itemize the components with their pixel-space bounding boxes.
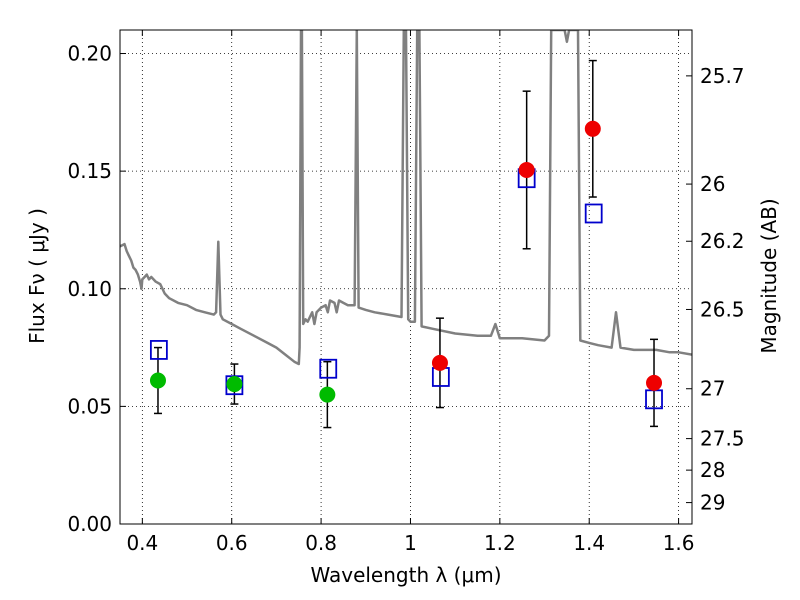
observed-point — [584, 120, 601, 137]
spectrum-layer — [120, 30, 692, 366]
observed-point — [149, 372, 166, 389]
y2-tick-label: 28 — [700, 458, 725, 482]
ticks: 0.4 0.6 0.8 1 1.2 1.4 1.6 0.00 0.05 0.10 0.15 0.20 2… — [67, 30, 745, 555]
y2-tick-label: 26 — [700, 172, 725, 196]
y2-tick-label: 27 — [700, 377, 725, 401]
x-tick-label: 0.8 — [305, 531, 337, 555]
y2-tick-label: 26.2 — [700, 229, 745, 253]
y-tick-label: 0.00 — [67, 512, 112, 536]
x-tick-label: 1.6 — [663, 531, 695, 555]
model-photometry-point — [319, 358, 338, 379]
y-tick-label: 0.20 — [67, 42, 112, 66]
y2-tick-label: 25.7 — [700, 64, 745, 88]
x-tick-label: 0.4 — [126, 531, 158, 555]
plot-frame — [119, 29, 693, 525]
y-axis-title: Flux Fν ( μJy ) — [25, 208, 49, 344]
y2-tick-label: 26.5 — [700, 297, 745, 321]
y2-tick-label: 29 — [700, 491, 725, 515]
y-tick-label: 0.05 — [67, 394, 112, 418]
model-photometry-point — [149, 340, 168, 360]
observed-point — [226, 376, 243, 393]
observed-point — [518, 161, 535, 178]
y2-tick-label: 27.5 — [700, 427, 745, 451]
x-tick-label: 1.4 — [573, 531, 605, 555]
x-tick-label: 1.2 — [484, 531, 516, 555]
observed-point — [319, 386, 336, 403]
spectrum-line — [120, 30, 692, 366]
x-tick-label: 0.6 — [216, 531, 248, 555]
y2-axis-title: Magnitude (AB) — [757, 198, 781, 353]
x-tick-label: 1 — [404, 531, 417, 555]
model-photometry-point — [584, 203, 603, 224]
markers-layer — [149, 59, 663, 429]
x-axis-title: Wavelength λ (μm) — [310, 563, 501, 587]
observed-point — [431, 354, 448, 371]
observed-point — [646, 374, 663, 391]
y-tick-label: 0.10 — [67, 277, 112, 301]
y-tick-label: 0.15 — [67, 159, 112, 183]
